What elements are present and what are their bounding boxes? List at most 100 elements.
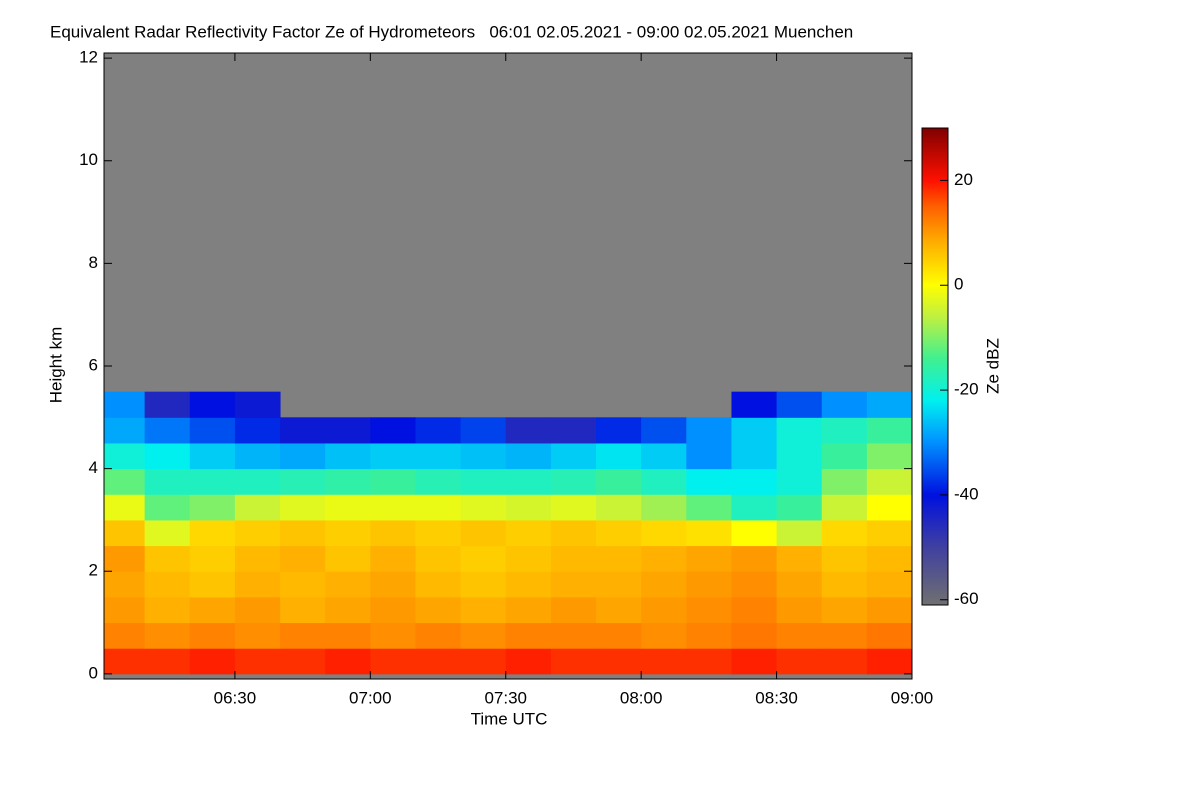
heatmap-cell [370,494,416,521]
heatmap-cell [460,596,507,624]
heatmap-cell [596,622,642,649]
heatmap-cell [104,622,146,649]
y-axis-label: Height km [46,327,65,404]
heatmap-cell [866,391,912,418]
heatmap-cell [280,519,326,547]
heatmap-cell [370,545,416,572]
heatmap-cell [776,391,823,418]
heatmap-cell [776,519,823,547]
heatmap-cell [460,622,507,649]
x-tick-label: 08:30 [755,688,798,707]
heatmap-cell [280,494,326,521]
heatmap-cell [596,571,642,598]
heatmap-cell [460,417,507,444]
heatmap-cell [505,545,552,572]
heatmap-cell [641,519,687,547]
heatmap-cell [686,571,732,598]
heatmap-cell [505,519,552,547]
heatmap-cell [370,596,416,624]
heatmap-cell [104,417,146,444]
colorbar-tick-label: -20 [954,380,979,399]
heatmap-cell [189,442,236,470]
y-tick-label: 10 [79,150,98,169]
heatmap-cell [325,519,371,547]
heatmap-cell [821,391,868,418]
heatmap-cell [415,622,462,649]
heatmap-cell [189,648,236,675]
heatmap-cell [641,494,687,521]
heatmap-cell [821,545,868,572]
heatmap-cell [686,545,732,572]
heatmap-cell [325,468,371,495]
heatmap-cell [144,494,191,521]
x-tick-label: 07:30 [484,688,527,707]
heatmap-cell [686,596,732,624]
heatmap-cell [144,468,191,495]
heatmap-cell [460,571,507,598]
heatmap-cell [550,417,597,444]
heatmap-cell [505,648,552,675]
heatmap-cell [370,468,416,495]
x-tick-label: 07:00 [349,688,392,707]
heatmap-cell [550,468,597,495]
heatmap-cell [731,571,778,598]
y-tick-label: 12 [79,48,98,67]
heatmap-cell [776,417,823,444]
heatmap-cell [189,571,236,598]
heatmap-cell [234,596,281,624]
heatmap-cell [280,417,326,444]
heatmap-cell [641,417,687,444]
heatmap-cell [104,468,146,495]
heatmap-cell [776,545,823,572]
heatmap-cell [189,622,236,649]
heatmap-cell [686,494,732,521]
heatmap-cell [731,596,778,624]
colorbar-tick-label: 20 [954,170,973,189]
heatmap-cell [731,545,778,572]
heatmap-cell [641,648,687,675]
heatmap-cell [234,442,281,470]
heatmap-cell [104,494,146,521]
heatmap-cell [686,519,732,547]
heatmap-cell [144,391,191,418]
x-tick-label: 06:30 [214,688,257,707]
heatmap-cell [821,596,868,624]
heatmap-cell [776,648,823,675]
heatmap-cell [596,468,642,495]
y-tick-label: 8 [89,253,98,272]
heatmap-cell [104,596,146,624]
heatmap-cell [460,519,507,547]
heatmap-cell [776,596,823,624]
heatmap-cell [505,468,552,495]
heatmap-cell [821,417,868,444]
heatmap-cell [415,648,462,675]
heatmap-cell [234,494,281,521]
heatmap-cell [686,468,732,495]
heatmap-cell [505,622,552,649]
heatmap-cell [415,545,462,572]
heatmap-cell [641,442,687,470]
y-tick-label: 0 [89,663,98,682]
heatmap-cell [596,417,642,444]
heatmap-cell [280,596,326,624]
heatmap-cell [686,648,732,675]
heatmap-cell [866,596,912,624]
heatmap-cell [325,494,371,521]
heatmap-cell [370,648,416,675]
heatmap-cell [505,417,552,444]
heatmap-cell [776,571,823,598]
heatmap-cell [731,417,778,444]
heatmap-cell [596,545,642,572]
heatmap-cell [325,622,371,649]
heatmap-cell [415,417,462,444]
heatmap-cell [234,417,281,444]
heatmap-cell [505,596,552,624]
heatmap-cell [596,442,642,470]
heatmap-cell [776,442,823,470]
heatmap-cell [505,571,552,598]
heatmap-cell [415,519,462,547]
heatmap-cell [370,417,416,444]
heatmap-cell [596,648,642,675]
heatmap-cell [821,571,868,598]
colorbar-tick-label: 0 [954,275,963,294]
